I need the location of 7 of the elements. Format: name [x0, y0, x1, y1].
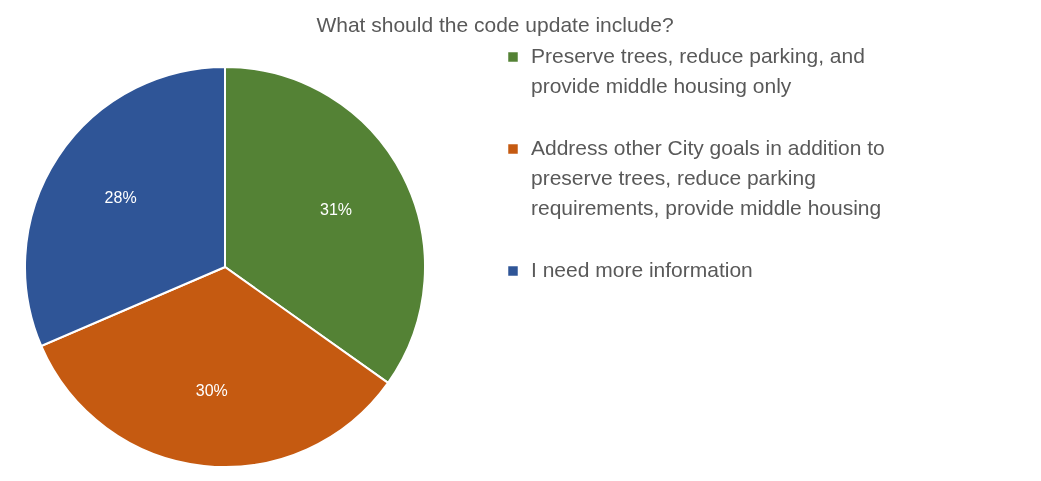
chart-title: What should the code update include? [316, 13, 674, 36]
data-label: 30% [195, 382, 228, 400]
data-label: 31% [320, 200, 353, 218]
data-label: 28% [104, 189, 137, 207]
legend-label: Preserve trees, reduce parking, and provide middle housing only [531, 44, 865, 97]
legend-label: I need more information [531, 258, 753, 281]
legend-label: Address other City goals in addition to preserve trees, reduce parking requirements, provide middle housing [531, 136, 885, 219]
